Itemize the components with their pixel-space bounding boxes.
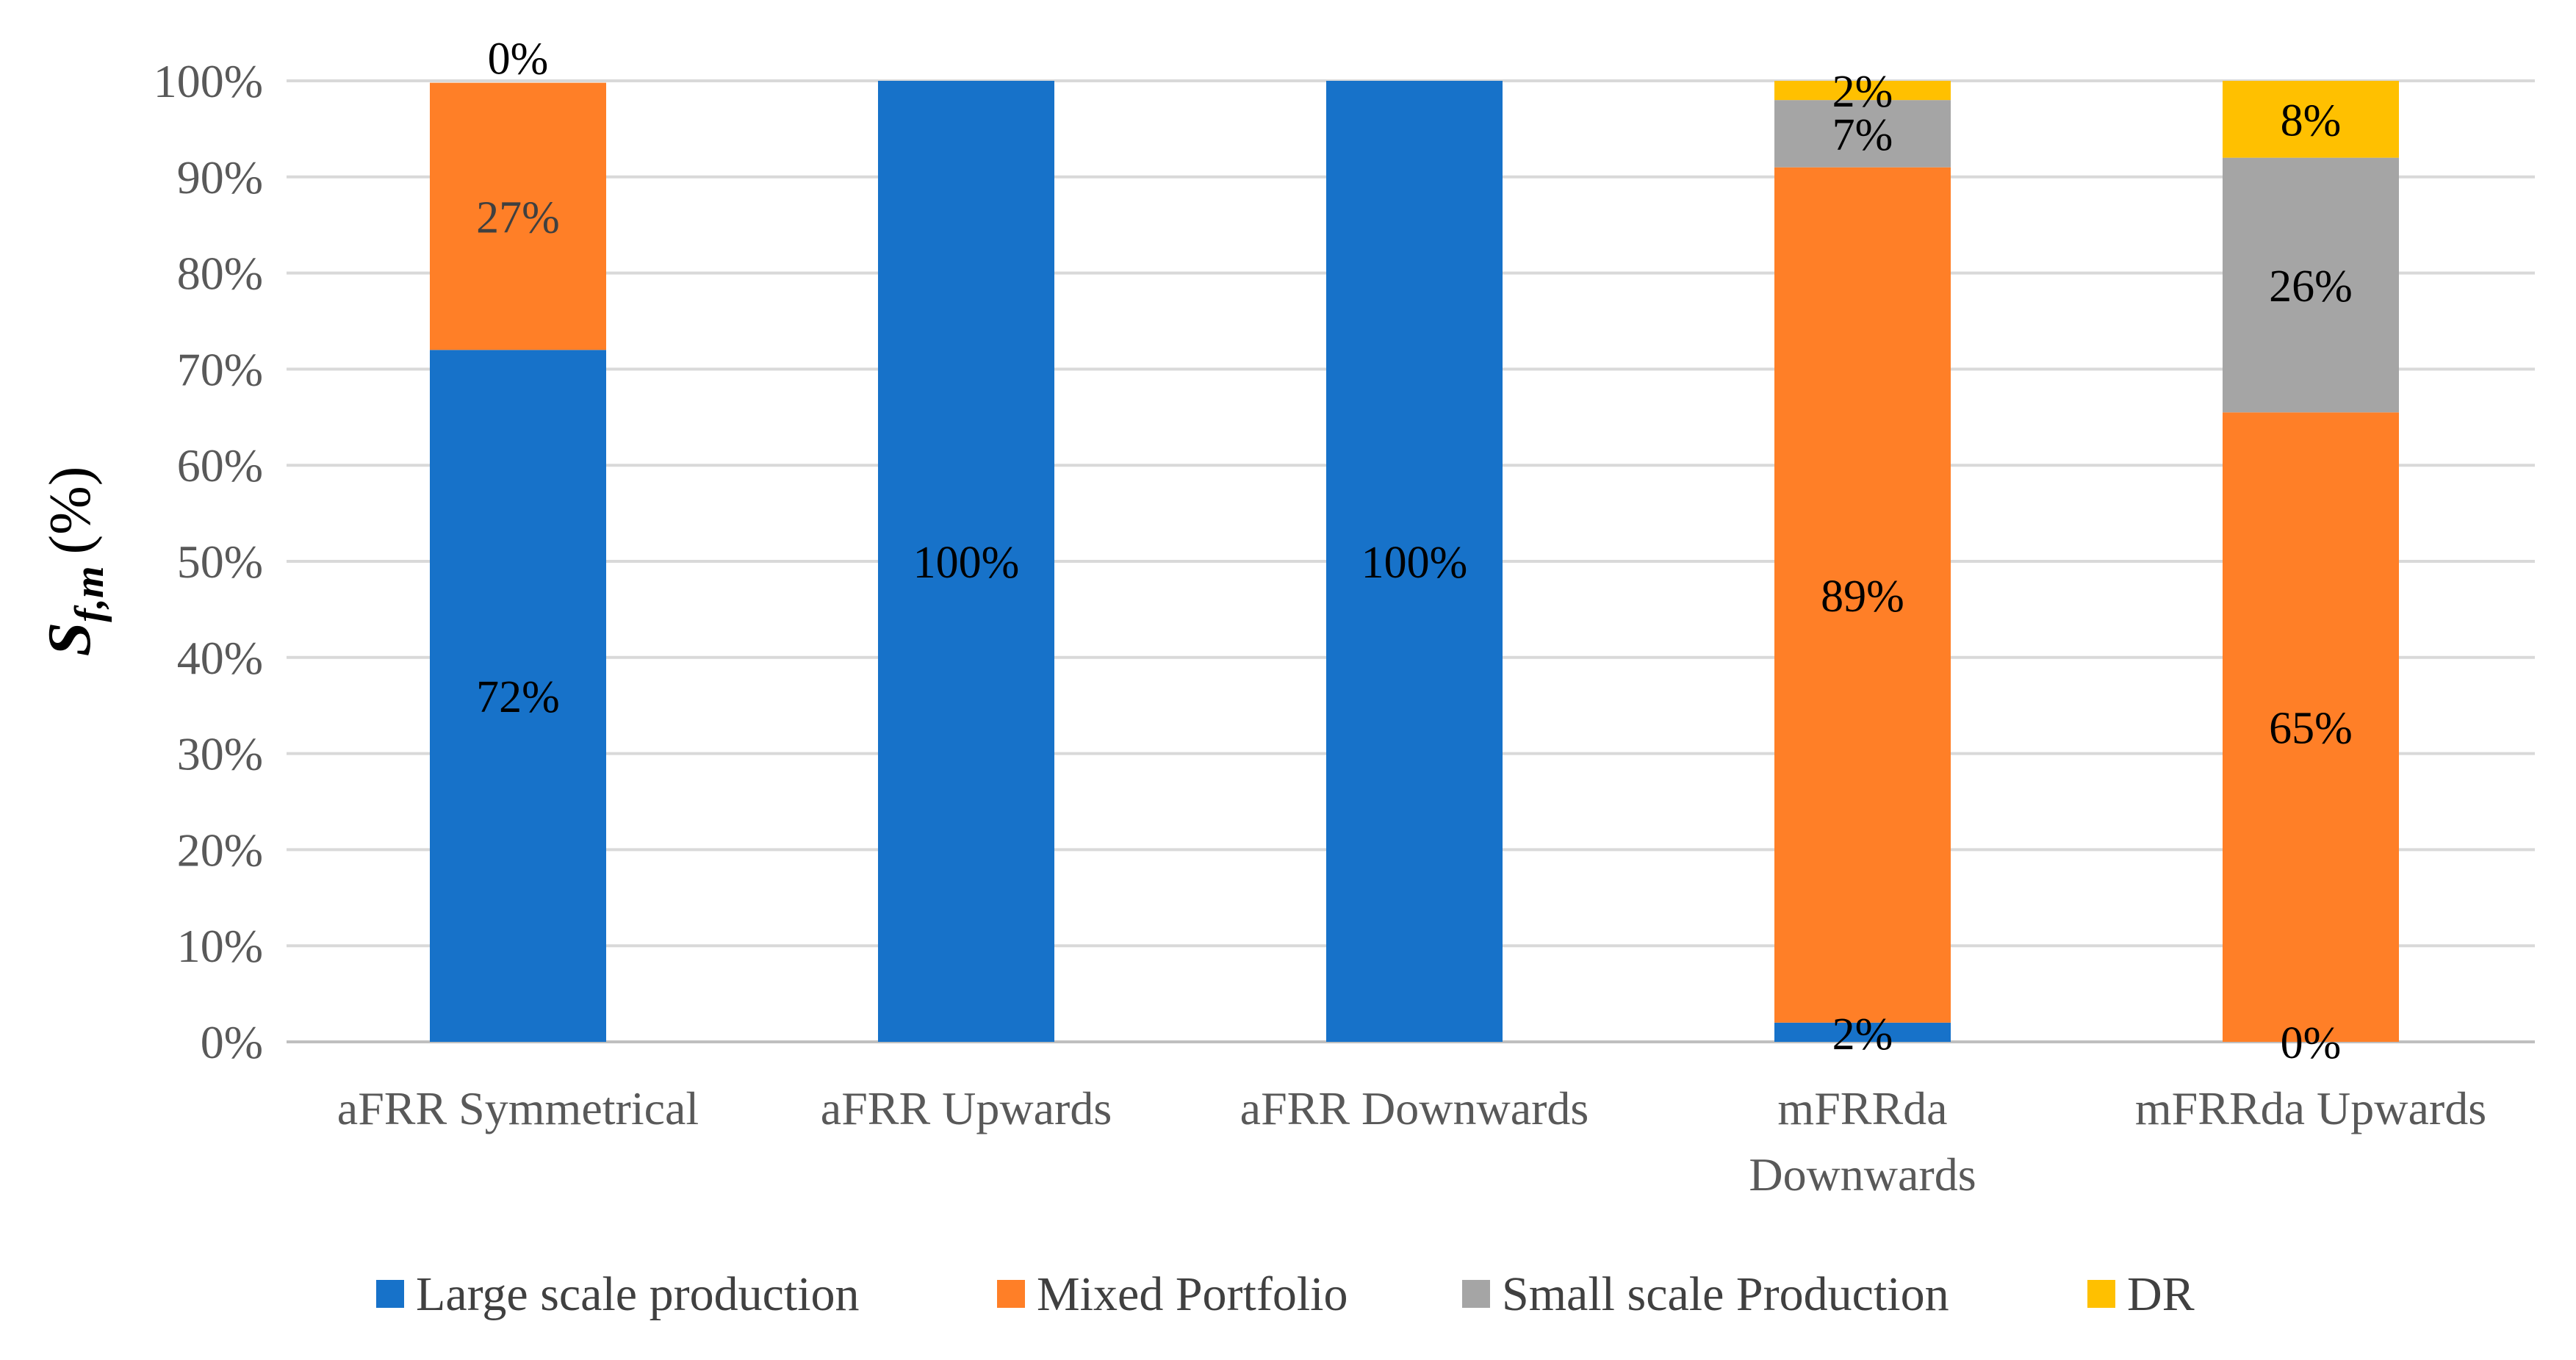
y-tick-label: 60% <box>177 439 263 492</box>
y-tick-label: 0% <box>201 1016 263 1068</box>
data-label: 27% <box>476 193 560 242</box>
x-category-label: mFRRda Upwards <box>2135 1082 2486 1134</box>
legend-swatch <box>376 1280 404 1308</box>
legend-swatch <box>2087 1280 2115 1308</box>
legend: Large scale production Mixed Portfolio Sma… <box>376 1267 2195 1321</box>
legend-label: Small scale Production <box>1502 1267 1949 1321</box>
x-category-label: mFRRda <box>1777 1082 1947 1134</box>
bar-dr <box>1774 81 1951 101</box>
y-tick-label: 50% <box>177 536 263 588</box>
data-label: 72% <box>476 672 560 722</box>
data-label: 89% <box>1821 572 1904 622</box>
y-tick-label: 30% <box>177 728 263 780</box>
legend-label: Mixed Portfolio <box>1037 1267 1348 1321</box>
legend-swatch <box>997 1280 1025 1308</box>
data-label: 2% <box>1832 1010 1893 1059</box>
x-category-label: aFRR Symmetrical <box>337 1082 699 1134</box>
legend-label: Large scale production <box>416 1267 860 1321</box>
data-label: 8% <box>2281 96 2342 145</box>
data-label: 26% <box>2269 262 2353 312</box>
x-category-label: Downwards <box>1749 1148 1976 1201</box>
data-label: 7% <box>1832 110 1893 160</box>
y-axis-unit: (%) <box>38 467 103 555</box>
bar-small-scale-production <box>2223 157 2399 413</box>
data-label: 2% <box>1832 67 1893 117</box>
y-axis-symbol: S <box>35 622 104 657</box>
x-category-label: aFRR Downwards <box>1240 1082 1589 1134</box>
legend-swatch <box>1462 1280 1490 1308</box>
data-label: 0% <box>2281 1018 2342 1068</box>
y-tick-label: 80% <box>177 248 263 300</box>
bar-mixed-portfolio <box>430 82 606 350</box>
bars <box>430 81 2399 1042</box>
y-tick-label: 70% <box>177 343 263 395</box>
y-tick-label: 20% <box>177 824 263 876</box>
legend-label: DR <box>2127 1267 2195 1321</box>
data-label: 100% <box>1361 538 1468 588</box>
y-axis-title: Sf,m (%) <box>35 467 112 657</box>
bar-mixed-portfolio <box>2223 412 2399 1042</box>
data-label: 100% <box>913 538 1020 588</box>
y-tick-label: 10% <box>177 920 263 972</box>
x-axis-categories: aFRR Symmetrical aFRR Upwards aFRR Downwar… <box>337 1082 2486 1201</box>
data-label: 0% <box>488 35 549 84</box>
y-axis-subscript: f,m <box>67 566 112 622</box>
y-tick-label: 90% <box>177 151 263 204</box>
bar-large-scale-production <box>1774 1022 1951 1042</box>
y-tick-label: 100% <box>154 55 263 107</box>
bar-large-scale-production <box>430 350 606 1042</box>
y-axis-label: Sf,m (%) <box>35 467 112 657</box>
bar-dr <box>2223 81 2399 158</box>
bar-mixed-portfolio <box>1774 167 1951 1023</box>
y-axis-ticks: 0% 10% 20% 30% 40% 50% 60% 70% 80% 90% 100% <box>154 55 263 1068</box>
data-label: 65% <box>2269 704 2353 754</box>
bar-large-scale-production <box>878 81 1054 1042</box>
y-tick-label: 40% <box>177 632 263 684</box>
x-category-label: aFRR Upwards <box>821 1082 1112 1134</box>
bar-small-scale-production <box>1774 100 1951 168</box>
data-labels: 72%27%0%100% 100%2%89%7%2%65%26%8%0% <box>476 35 2353 1068</box>
bar-large-scale-production <box>1326 81 1503 1042</box>
